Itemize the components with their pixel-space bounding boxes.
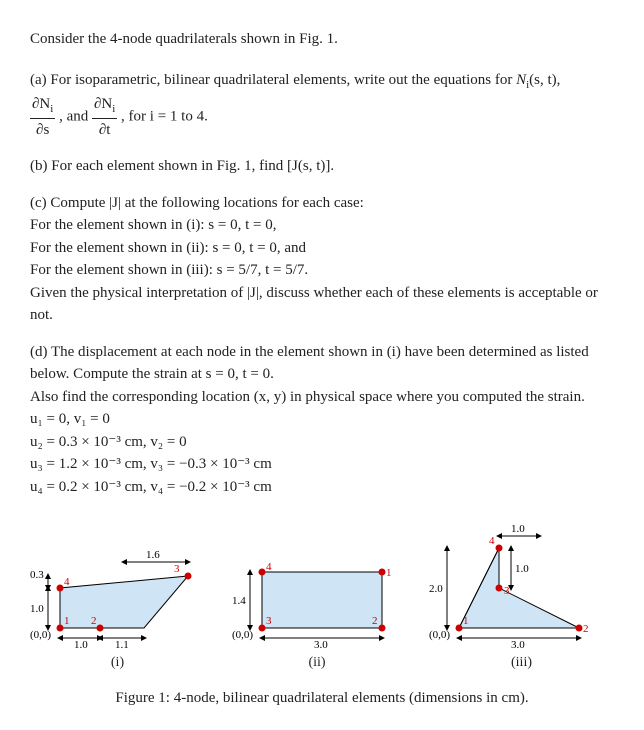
- part-d-u2: u₂ = 0.3 × 10⁻³ cm, v₂ = 0: [30, 431, 614, 454]
- figure-i: 1 2 3 4 1.0 1.1 1.0 0.3 1.6 (0,0): [30, 518, 205, 673]
- part-d-l2: Also find the corresponding location (x,…: [30, 386, 614, 409]
- part-a-text: (a) For isoparametric, bilinear quadrila…: [30, 72, 516, 88]
- dim-left: 1.4: [232, 595, 246, 607]
- part-d-l1: (d) The displacement at each node in the…: [30, 341, 614, 386]
- node-2: [576, 625, 583, 632]
- quad-ii: [262, 572, 382, 628]
- ni-sym: N: [516, 72, 526, 88]
- part-a-tail: , for i = 1 to 4.: [121, 108, 208, 124]
- figure-i-label: (i): [30, 652, 205, 673]
- figure-iii-svg: 1 2 3 4 3.0 2.0 1.0 1.0 (0,0): [429, 518, 614, 648]
- dnds-top: ∂N: [32, 96, 50, 112]
- node-2: [97, 625, 104, 632]
- ni-term: Ni(s, t),: [516, 72, 560, 88]
- node-label-2: 2: [583, 623, 589, 635]
- origin-i: (0,0): [30, 629, 51, 641]
- figure-ii-svg: 1 2 3 4 3.0 1.4 (0,0): [232, 538, 402, 648]
- part-a: (a) For isoparametric, bilinear quadrila…: [30, 69, 614, 142]
- figure-ii-label: (ii): [232, 652, 402, 673]
- dndt-top: ∂N: [94, 96, 112, 112]
- node-4: [496, 545, 503, 552]
- figure-row: 1 2 3 4 1.0 1.1 1.0 0.3 1.6 (0,0): [30, 518, 614, 673]
- dim-left-iii: 2.0: [429, 583, 443, 595]
- part-c-l2: For the element shown in (i): s = 0, t =…: [30, 214, 614, 237]
- part-a-sep: , and: [59, 108, 92, 124]
- node-label-3: 3: [266, 615, 272, 627]
- node-label-3: 3: [504, 585, 510, 597]
- part-d-u3: u₃ = 1.2 × 10⁻³ cm, v₃ = −0.3 × 10⁻³ cm: [30, 453, 614, 476]
- part-b: (b) For each element shown in Fig. 1, fi…: [30, 155, 614, 178]
- part-d: (d) The displacement at each node in the…: [30, 341, 614, 499]
- node-1: [57, 625, 64, 632]
- dnds: ∂Ni ∂s: [30, 93, 55, 141]
- part-c: (c) Compute |J| at the following locatio…: [30, 192, 614, 327]
- figure-ii: 1 2 3 4 3.0 1.4 (0,0) (ii): [232, 538, 402, 673]
- ni-args: (s, t),: [529, 72, 560, 88]
- node-4: [259, 569, 266, 576]
- part-d-u1: u₁ = 0, v₁ = 0: [30, 408, 614, 431]
- node-4: [57, 585, 64, 592]
- dnds-bot: ∂s: [30, 119, 55, 142]
- part-c-l4: For the element shown in (iii): s = 5/7,…: [30, 259, 614, 282]
- dim-top: 1.6: [146, 549, 160, 561]
- dndt-sub: i: [112, 103, 115, 115]
- node-2: [379, 625, 386, 632]
- node-label-2: 2: [372, 615, 378, 627]
- dim-base1: 1.0: [74, 639, 88, 648]
- origin-ii: (0,0): [232, 629, 253, 641]
- node-1: [379, 569, 386, 576]
- figure-iii-label: (iii): [429, 652, 614, 673]
- figure-caption: Figure 1: 4-node, bilinear quadrilateral…: [30, 687, 614, 710]
- part-c-l1: (c) Compute |J| at the following locatio…: [30, 192, 614, 215]
- dim-topW: 1.0: [511, 523, 525, 535]
- node-label-4: 4: [266, 561, 272, 573]
- node-label-1: 1: [64, 615, 70, 627]
- dim-left: 1.0: [30, 603, 44, 615]
- intro-text: Consider the 4-node quadrilaterals shown…: [30, 28, 614, 51]
- node-3: [185, 573, 192, 580]
- dim-base2: 1.1: [115, 639, 129, 648]
- node-label-4: 4: [64, 576, 70, 588]
- dnds-sub: i: [50, 103, 53, 115]
- node-3: [259, 625, 266, 632]
- node-3: [496, 585, 503, 592]
- part-c-l3: For the element shown in (ii): s = 0, t …: [30, 237, 614, 260]
- quad-i: [60, 576, 188, 628]
- node-label-1: 1: [463, 615, 469, 627]
- dim-topH: 1.0: [515, 563, 529, 575]
- dim-base: 3.0: [314, 639, 328, 648]
- node-label-3: 3: [174, 563, 180, 575]
- node-label-4: 4: [489, 535, 495, 547]
- dndt-bot: ∂t: [92, 119, 117, 142]
- part-d-u4: u₄ = 0.2 × 10⁻³ cm, v₄ = −0.2 × 10⁻³ cm: [30, 476, 614, 499]
- node-1: [456, 625, 463, 632]
- figure-iii: 1 2 3 4 3.0 2.0 1.0 1.0 (0,0) (iii): [429, 518, 614, 673]
- dndt: ∂Ni ∂t: [92, 93, 117, 141]
- quad-iii: [459, 548, 579, 628]
- node-label-1: 1: [386, 567, 392, 579]
- figure-i-svg: 1 2 3 4 1.0 1.1 1.0 0.3 1.6 (0,0): [30, 518, 205, 648]
- part-c-l5: Given the physical interpretation of |J|…: [30, 282, 614, 327]
- dim-base-iii: 3.0: [511, 639, 525, 648]
- dim-leftstep: 0.3: [30, 569, 44, 581]
- node-label-2: 2: [91, 615, 97, 627]
- origin-iii: (0,0): [429, 629, 450, 641]
